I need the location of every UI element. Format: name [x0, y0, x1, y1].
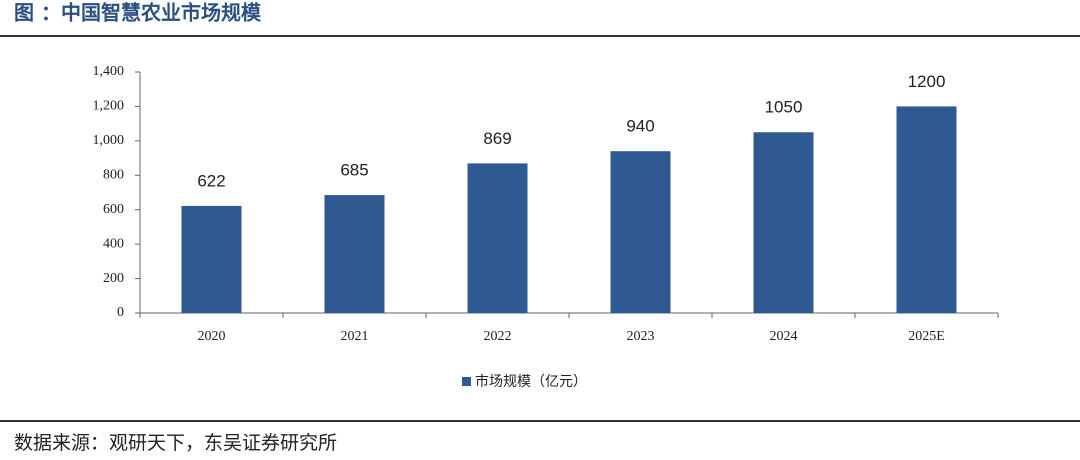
x-tick-label: 2025E: [908, 329, 945, 344]
value-label: 940: [626, 117, 654, 136]
y-tick-label: 1,400: [93, 64, 125, 79]
y-tick-label: 800: [103, 168, 124, 183]
value-label: 622: [197, 171, 225, 190]
bar: [610, 151, 671, 313]
y-tick-label: 1,000: [93, 133, 125, 148]
y-tick-label: 1,200: [93, 99, 125, 114]
legend-label: 市场规模（亿元）: [475, 373, 587, 390]
legend-swatch: [462, 377, 471, 386]
x-tick-label: 2022: [484, 329, 512, 344]
x-tick-label: 2020: [198, 329, 226, 344]
bar: [181, 205, 242, 313]
y-tick-label: 400: [103, 236, 124, 251]
value-label: 1050: [765, 98, 803, 117]
value-label: 1200: [908, 72, 946, 91]
bar: [467, 163, 528, 313]
value-label: 869: [483, 129, 511, 148]
y-tick-label: 0: [117, 305, 124, 320]
x-tick-label: 2024: [770, 329, 798, 344]
bar: [753, 132, 814, 313]
chart-title: 图 ：中国智慧农业市场规模: [14, 1, 262, 25]
source-note: 数据来源：观研天下，东吴证券研究所: [14, 432, 337, 454]
value-label: 685: [340, 161, 368, 180]
y-tick-label: 600: [103, 202, 124, 217]
bar: [896, 106, 957, 313]
bar: [324, 195, 385, 313]
y-tick-label: 200: [103, 271, 124, 286]
x-tick-label: 2021: [341, 329, 369, 344]
x-tick-label: 2023: [627, 329, 655, 344]
